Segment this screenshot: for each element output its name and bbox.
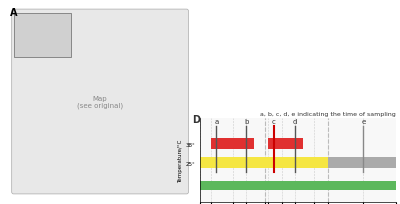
Bar xyxy=(200,181,396,190)
Bar xyxy=(211,139,254,150)
Bar xyxy=(268,139,304,150)
Text: e: e xyxy=(361,118,366,124)
FancyBboxPatch shape xyxy=(12,10,188,194)
Text: D: D xyxy=(192,114,200,124)
Bar xyxy=(14,14,71,58)
Text: B: B xyxy=(204,10,211,20)
Text: A: A xyxy=(10,8,17,18)
Text: C: C xyxy=(328,10,336,20)
Bar xyxy=(314,157,328,169)
Text: b: b xyxy=(244,118,248,124)
Text: Map
(see original): Map (see original) xyxy=(77,95,123,109)
Text: c: c xyxy=(272,118,276,124)
Text: d: d xyxy=(293,118,298,124)
Bar xyxy=(265,157,314,169)
Bar xyxy=(328,157,396,169)
Text: a: a xyxy=(214,118,218,124)
Y-axis label: Temperature/°C: Temperature/°C xyxy=(178,139,183,182)
Bar xyxy=(200,157,265,169)
Text: a, b, c, d, e indicating the time of sampling: a, b, c, d, e indicating the time of sam… xyxy=(260,112,396,117)
